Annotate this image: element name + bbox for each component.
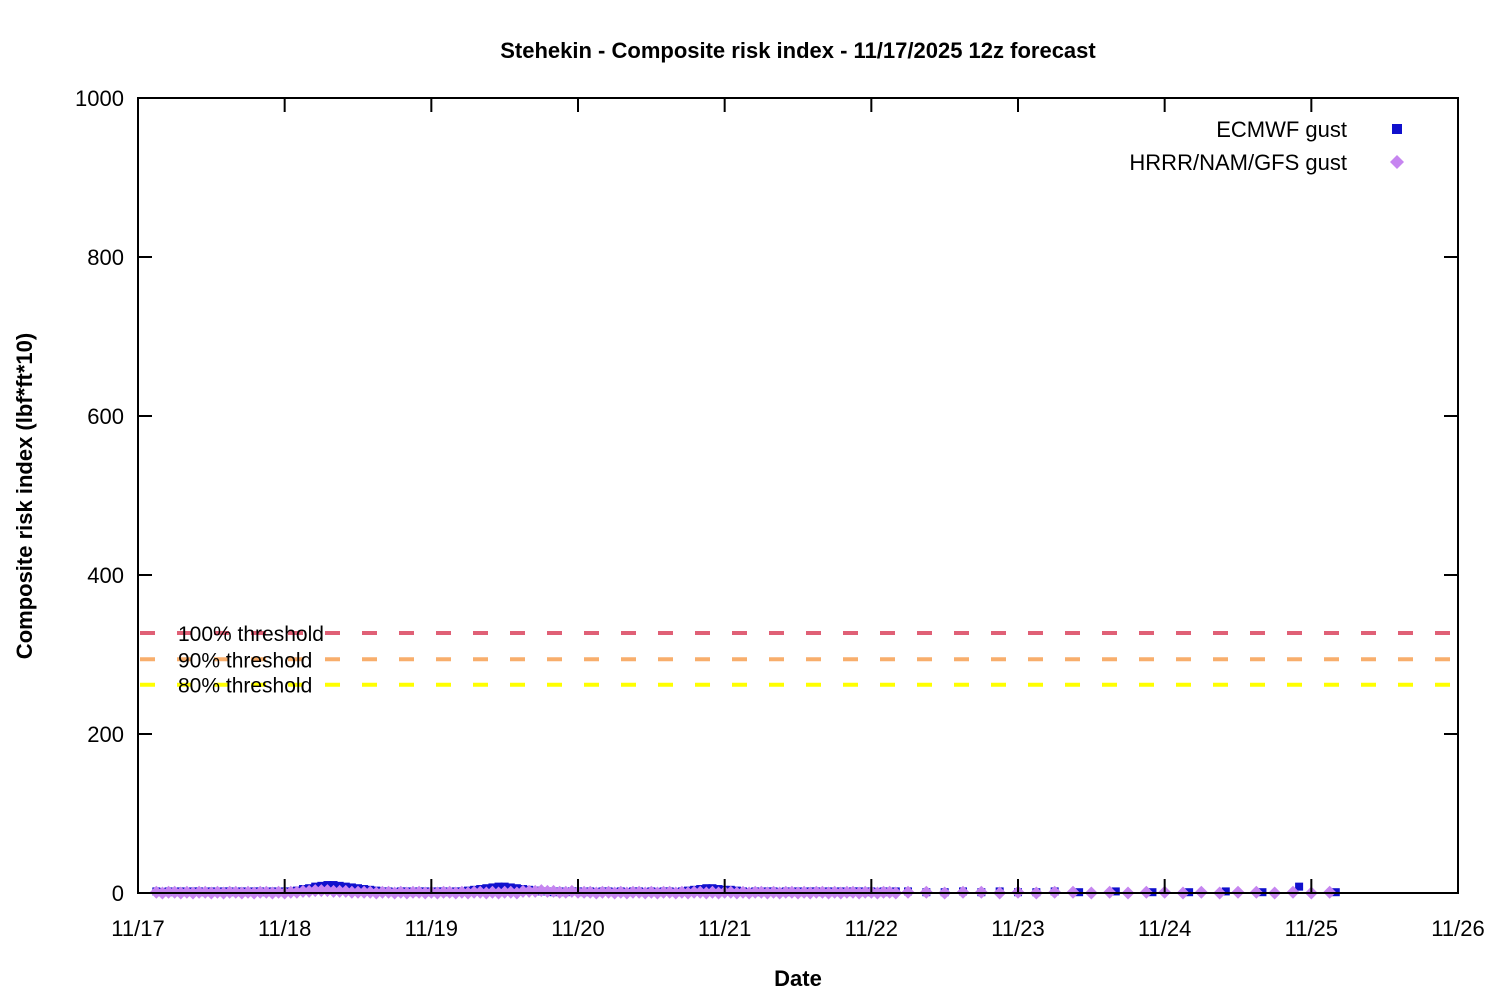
- plot-border: [137, 97, 1459, 894]
- y-tick-label: 800: [87, 245, 124, 270]
- y-tick-label: 600: [87, 404, 124, 429]
- x-tick-label: 11/25: [1285, 916, 1338, 941]
- y-tick-label: 400: [87, 563, 124, 588]
- threshold-label-2: 90% threshold: [178, 649, 312, 672]
- plot-area: 100% threshold 90% threshold 80% threshold…: [75, 86, 1485, 941]
- x-tick-label: 11/17: [111, 916, 164, 941]
- x-tick-label: 11/24: [1138, 916, 1191, 941]
- x-tick-label: 11/21: [698, 916, 751, 941]
- square-data-point: [1295, 882, 1304, 891]
- threshold-label-1: 100% threshold: [178, 623, 324, 646]
- diamond-icon: [1390, 155, 1404, 169]
- legend-label-1: ECMWF gust: [1216, 117, 1347, 142]
- x-tick-label: 11/23: [991, 916, 1044, 941]
- y-tick-label: 0: [112, 881, 124, 906]
- x-tick-label: 11/20: [551, 916, 604, 941]
- square-data-point: [1221, 887, 1230, 896]
- threshold-label-3: 80% threshold: [178, 675, 312, 698]
- x-tick-label: 11/22: [845, 916, 898, 941]
- y-axis-title: Composite risk index (lbf*ft*10): [12, 333, 37, 659]
- square-icon: [1392, 124, 1402, 134]
- y-tick-label: 1000: [75, 86, 124, 111]
- x-tick-label: 11/18: [258, 916, 311, 941]
- y-tick-label: 200: [87, 722, 124, 747]
- x-tick-label: 11/19: [405, 916, 458, 941]
- series-hrrr-nam-gfs-gust: [149, 884, 1337, 900]
- x-axis-title: Date: [774, 966, 822, 991]
- legend-label-2: HRRR/NAM/GFS gust: [1129, 150, 1347, 175]
- x-tick-label: 11/26: [1431, 916, 1484, 941]
- square-data-point: [1111, 887, 1120, 896]
- chart-title: Stehekin - Composite risk index - 11/17/…: [500, 38, 1096, 63]
